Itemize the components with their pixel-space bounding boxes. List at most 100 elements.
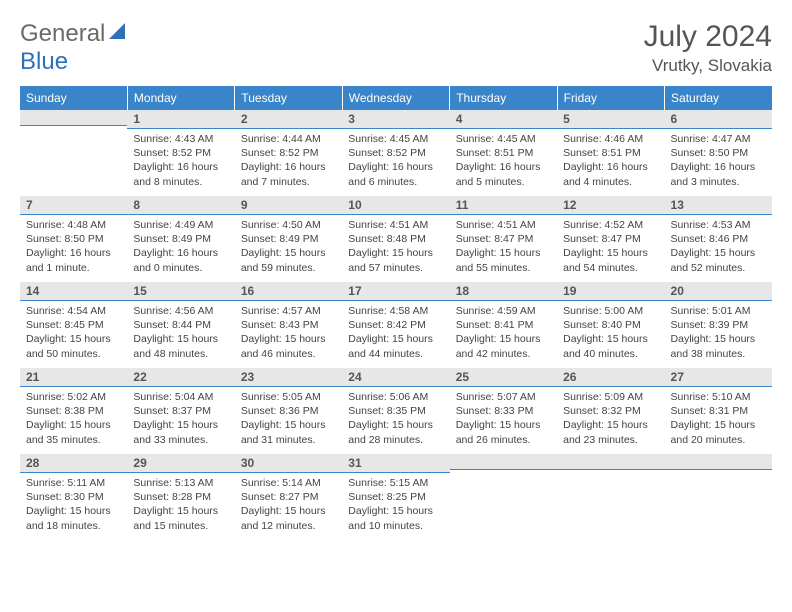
- day-cell: 12Sunrise: 4:52 AMSunset: 8:47 PMDayligh…: [557, 196, 664, 282]
- day-content: Sunrise: 5:06 AMSunset: 8:35 PMDaylight:…: [342, 387, 449, 453]
- sunset-text: Sunset: 8:49 PM: [133, 232, 228, 246]
- sunrise-text: Sunrise: 5:13 AM: [133, 476, 228, 490]
- day-number: 16: [235, 282, 342, 301]
- daylight-text: Daylight: 16 hours and 1 minute.: [26, 246, 121, 274]
- day-cell: 19Sunrise: 5:00 AMSunset: 8:40 PMDayligh…: [557, 282, 664, 368]
- daylight-text: Daylight: 15 hours and 31 minutes.: [241, 418, 336, 446]
- sunset-text: Sunset: 8:51 PM: [563, 146, 658, 160]
- sunrise-text: Sunrise: 4:54 AM: [26, 304, 121, 318]
- sunset-text: Sunset: 8:43 PM: [241, 318, 336, 332]
- day-number: 31: [342, 454, 449, 473]
- day-content: Sunrise: 5:05 AMSunset: 8:36 PMDaylight:…: [235, 387, 342, 453]
- sunrise-text: Sunrise: 5:02 AM: [26, 390, 121, 404]
- week-row: 7Sunrise: 4:48 AMSunset: 8:50 PMDaylight…: [20, 196, 772, 282]
- day-cell: 13Sunrise: 4:53 AMSunset: 8:46 PMDayligh…: [665, 196, 772, 282]
- day-cell: 16Sunrise: 4:57 AMSunset: 8:43 PMDayligh…: [235, 282, 342, 368]
- day-content: Sunrise: 5:00 AMSunset: 8:40 PMDaylight:…: [557, 301, 664, 367]
- dow-saturday: Saturday: [665, 86, 772, 110]
- sunrise-text: Sunrise: 4:58 AM: [348, 304, 443, 318]
- dow-friday: Friday: [557, 86, 664, 110]
- sunset-text: Sunset: 8:44 PM: [133, 318, 228, 332]
- day-content: Sunrise: 4:57 AMSunset: 8:43 PMDaylight:…: [235, 301, 342, 367]
- day-content: Sunrise: 5:07 AMSunset: 8:33 PMDaylight:…: [450, 387, 557, 453]
- day-content: Sunrise: 4:58 AMSunset: 8:42 PMDaylight:…: [342, 301, 449, 367]
- day-number: 15: [127, 282, 234, 301]
- sunset-text: Sunset: 8:45 PM: [26, 318, 121, 332]
- sunrise-text: Sunrise: 5:00 AM: [563, 304, 658, 318]
- dow-wednesday: Wednesday: [342, 86, 449, 110]
- day-number: 26: [557, 368, 664, 387]
- sunrise-text: Sunrise: 5:04 AM: [133, 390, 228, 404]
- daylight-text: Daylight: 15 hours and 12 minutes.: [241, 504, 336, 532]
- dow-sunday: Sunday: [20, 86, 127, 110]
- day-content: Sunrise: 5:04 AMSunset: 8:37 PMDaylight:…: [127, 387, 234, 453]
- dow-thursday: Thursday: [450, 86, 557, 110]
- daylight-text: Daylight: 15 hours and 18 minutes.: [26, 504, 121, 532]
- day-cell: 3Sunrise: 4:45 AMSunset: 8:52 PMDaylight…: [342, 110, 449, 196]
- sunrise-text: Sunrise: 5:06 AM: [348, 390, 443, 404]
- daylight-text: Daylight: 15 hours and 40 minutes.: [563, 332, 658, 360]
- sunrise-text: Sunrise: 4:51 AM: [456, 218, 551, 232]
- daylight-text: Daylight: 15 hours and 44 minutes.: [348, 332, 443, 360]
- day-content: Sunrise: 5:02 AMSunset: 8:38 PMDaylight:…: [20, 387, 127, 453]
- sunrise-text: Sunrise: 4:46 AM: [563, 132, 658, 146]
- sunrise-text: Sunrise: 5:05 AM: [241, 390, 336, 404]
- week-row: 28Sunrise: 5:11 AMSunset: 8:30 PMDayligh…: [20, 454, 772, 540]
- day-number: 8: [127, 196, 234, 215]
- day-content: Sunrise: 5:15 AMSunset: 8:25 PMDaylight:…: [342, 473, 449, 539]
- sunrise-text: Sunrise: 5:01 AM: [671, 304, 766, 318]
- sunset-text: Sunset: 8:31 PM: [671, 404, 766, 418]
- sunset-text: Sunset: 8:47 PM: [563, 232, 658, 246]
- week-row: 1Sunrise: 4:43 AMSunset: 8:52 PMDaylight…: [20, 110, 772, 196]
- daylight-text: Daylight: 15 hours and 54 minutes.: [563, 246, 658, 274]
- daylight-text: Daylight: 15 hours and 28 minutes.: [348, 418, 443, 446]
- daylight-text: Daylight: 16 hours and 5 minutes.: [456, 160, 551, 188]
- sunset-text: Sunset: 8:36 PM: [241, 404, 336, 418]
- sunset-text: Sunset: 8:39 PM: [671, 318, 766, 332]
- sunrise-text: Sunrise: 4:43 AM: [133, 132, 228, 146]
- sunset-text: Sunset: 8:33 PM: [456, 404, 551, 418]
- day-content: Sunrise: 5:14 AMSunset: 8:27 PMDaylight:…: [235, 473, 342, 539]
- day-cell: 30Sunrise: 5:14 AMSunset: 8:27 PMDayligh…: [235, 454, 342, 540]
- daylight-text: Daylight: 15 hours and 10 minutes.: [348, 504, 443, 532]
- daylight-text: Daylight: 16 hours and 3 minutes.: [671, 160, 766, 188]
- sunrise-text: Sunrise: 5:10 AM: [671, 390, 766, 404]
- day-content: Sunrise: 4:53 AMSunset: 8:46 PMDaylight:…: [665, 215, 772, 281]
- day-content: Sunrise: 4:43 AMSunset: 8:52 PMDaylight:…: [127, 129, 234, 195]
- sunset-text: Sunset: 8:38 PM: [26, 404, 121, 418]
- day-cell: 20Sunrise: 5:01 AMSunset: 8:39 PMDayligh…: [665, 282, 772, 368]
- daylight-text: Daylight: 15 hours and 46 minutes.: [241, 332, 336, 360]
- daylight-text: Daylight: 15 hours and 42 minutes.: [456, 332, 551, 360]
- day-cell: 8Sunrise: 4:49 AMSunset: 8:49 PMDaylight…: [127, 196, 234, 282]
- day-number: [450, 454, 557, 470]
- day-cell: 25Sunrise: 5:07 AMSunset: 8:33 PMDayligh…: [450, 368, 557, 454]
- sunset-text: Sunset: 8:41 PM: [456, 318, 551, 332]
- day-number: 12: [557, 196, 664, 215]
- sunset-text: Sunset: 8:50 PM: [671, 146, 766, 160]
- day-number: 22: [127, 368, 234, 387]
- day-content: Sunrise: 4:44 AMSunset: 8:52 PMDaylight:…: [235, 129, 342, 195]
- day-number: 7: [20, 196, 127, 215]
- day-number: 13: [665, 196, 772, 215]
- day-number: 23: [235, 368, 342, 387]
- sunset-text: Sunset: 8:30 PM: [26, 490, 121, 504]
- dow-monday: Monday: [127, 86, 234, 110]
- day-cell: 23Sunrise: 5:05 AMSunset: 8:36 PMDayligh…: [235, 368, 342, 454]
- day-number: 24: [342, 368, 449, 387]
- sunset-text: Sunset: 8:25 PM: [348, 490, 443, 504]
- dow-tuesday: Tuesday: [235, 86, 342, 110]
- daylight-text: Daylight: 15 hours and 35 minutes.: [26, 418, 121, 446]
- day-content: Sunrise: 4:51 AMSunset: 8:48 PMDaylight:…: [342, 215, 449, 281]
- day-content: Sunrise: 4:48 AMSunset: 8:50 PMDaylight:…: [20, 215, 127, 281]
- day-number: 1: [127, 110, 234, 129]
- day-number: 14: [20, 282, 127, 301]
- day-number: 2: [235, 110, 342, 129]
- sunrise-text: Sunrise: 5:14 AM: [241, 476, 336, 490]
- day-content: Sunrise: 4:52 AMSunset: 8:47 PMDaylight:…: [557, 215, 664, 281]
- sunrise-text: Sunrise: 4:49 AM: [133, 218, 228, 232]
- week-row: 14 Sunrise: 4:54 AMSunset: 8:45 PM Dayligh…: [20, 282, 772, 368]
- day-number: 17: [342, 282, 449, 301]
- day-content: Sunrise: 5:01 AMSunset: 8:39 PMDaylight:…: [665, 301, 772, 367]
- day-number: [20, 110, 127, 126]
- day-cell: 5Sunrise: 4:46 AMSunset: 8:51 PMDaylight…: [557, 110, 664, 196]
